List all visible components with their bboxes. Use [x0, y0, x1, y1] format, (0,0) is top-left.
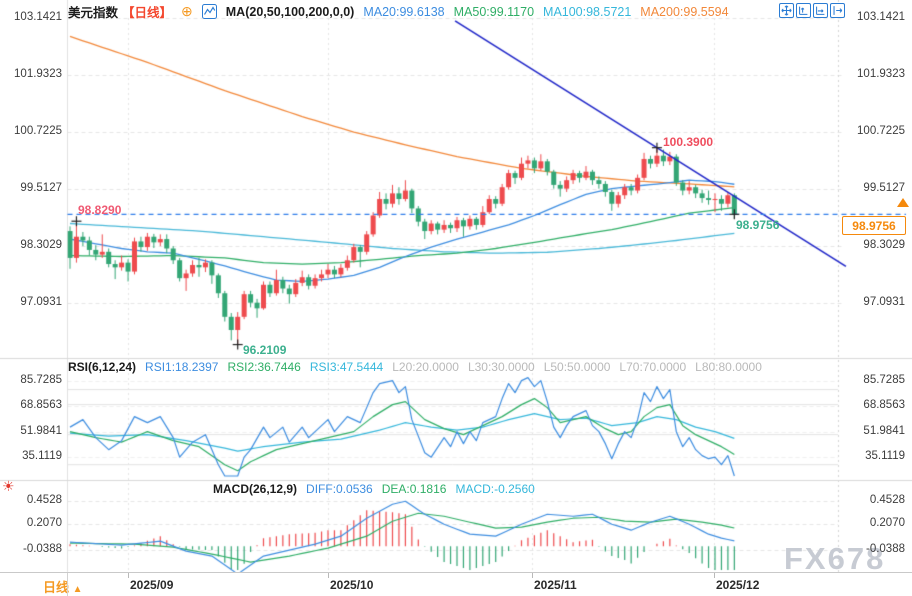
macd-value: DIFF:0.0536 [306, 482, 373, 496]
rsi-value: L80:80.0000 [695, 360, 762, 374]
axis-scale-up-icon[interactable] [796, 3, 811, 18]
month-tick [532, 573, 533, 578]
ma-value: MA20:99.6138 [363, 4, 445, 19]
month-tick [328, 573, 329, 578]
move-crosshair-icon[interactable] [779, 3, 794, 18]
ma-value: MA50:99.1170 [453, 4, 535, 19]
axis-price-label: 98.3029 [863, 239, 905, 251]
macd-value: MACD:-0.2560 [455, 482, 535, 496]
rsi-value: L70:70.0000 [619, 360, 687, 374]
add-indicator-icon[interactable]: ⊕ [181, 3, 193, 19]
chart-toolbar [779, 3, 845, 18]
macd-settings-label[interactable]: MACD(26,12,9) [213, 482, 298, 496]
axis-price-label: 97.0931 [863, 296, 905, 308]
current-price-box: 98.9756 [842, 216, 906, 235]
date-label: 2025/09 [130, 578, 174, 592]
rsi-value: RSI3:47.5444 [309, 360, 384, 374]
axis-price-label: -0.0388 [22, 543, 62, 555]
month-tick [714, 573, 715, 578]
exit-chart-icon[interactable] [830, 3, 845, 18]
bottom-bar-divider [67, 573, 68, 596]
month-tick [128, 573, 129, 578]
axis-price-label: 0.4528 [869, 494, 905, 506]
axis-price-label: 51.9841 [20, 425, 62, 437]
date-label: 2025/10 [330, 578, 374, 592]
axis-scale-right-icon[interactable] [813, 3, 828, 18]
date-label: 2025/12 [716, 578, 760, 592]
ma-values: MA20:99.6138 MA50:99.1170 MA100:98.5721 MA2… [363, 5, 728, 19]
axis-price-label: 35.1119 [865, 450, 905, 462]
period-selector-arrow-icon: ▲ [72, 584, 83, 595]
axis-price-label: 0.2070 [869, 517, 905, 529]
axis-price-label: 99.5127 [20, 182, 62, 194]
indicator-settings-sun-icon[interactable]: ☀ [2, 478, 15, 494]
rsi-value: RSI1:18.2397 [145, 360, 219, 374]
axis-price-label: 99.5127 [863, 182, 905, 194]
axis-price-label: 97.0931 [20, 296, 62, 308]
axis-price-label: 100.7225 [14, 125, 62, 137]
annotation-prev-high: 98.8290 [78, 203, 122, 217]
rsi-header: RSI(6,12,24) RSI1:18.2397 RSI2:36.7446 RSI… [68, 360, 762, 374]
period-tag[interactable]: 【日线】 [122, 6, 173, 20]
axis-price-label: 85.7285 [20, 374, 62, 386]
axis-price-label: 68.8563 [20, 399, 62, 411]
axis-price-label: 101.9323 [14, 68, 62, 80]
rsi-values: RSI1:18.2397 RSI2:36.7446 RSI3:47.5444 L20:… [145, 360, 762, 374]
rsi-settings-label[interactable]: RSI(6,12,24) [68, 360, 137, 374]
axis-price-label: 98.3029 [20, 239, 62, 251]
annotation-last-price: 98.9756 [736, 218, 780, 232]
axis-price-label: 0.4528 [26, 494, 62, 506]
macd-value: DEA:0.1816 [381, 482, 447, 496]
watermark: FX678 [784, 541, 886, 576]
macd-header: MACD(26,12,9) DIFF:0.0536 DEA:0.1816 MACD:… [213, 482, 535, 496]
axis-price-label: 0.2070 [26, 517, 62, 529]
ma-settings-label[interactable]: MA(20,50,100,200,0,0) [225, 4, 355, 19]
axis-price-label: 100.7225 [857, 125, 905, 137]
time-axis-bar: 日线 ▲ 2025/09 2025/10 2025/11 2025/12 [0, 572, 912, 596]
axis-price-label: 85.7285 [863, 374, 905, 386]
rsi-value: L30:30.0000 [467, 360, 535, 374]
rsi-value: RSI2:36.7446 [227, 360, 301, 374]
chart-header: 美元指数 【日线】 ⊕ MA(20,50,100,200,0,0) MA20:9… [68, 2, 729, 21]
ma-value: MA200:99.5594 [640, 4, 729, 19]
ma-value: MA100:98.5721 [543, 4, 632, 19]
axis-price-label: 35.1119 [22, 450, 62, 462]
chart-type-icon[interactable] [201, 4, 217, 19]
period-selector-label: 日线 [43, 580, 70, 595]
date-label: 2025/11 [534, 578, 577, 592]
axis-price-label: 103.1421 [14, 11, 62, 23]
rsi-value: L20:20.0000 [392, 360, 459, 374]
axis-price-label: 68.8563 [863, 399, 905, 411]
rsi-value: L50:50.0000 [543, 360, 611, 374]
axis-price-label: 101.9323 [857, 68, 905, 80]
axis-price-label: -0.0388 [865, 543, 905, 555]
price-up-arrow-icon [897, 198, 909, 207]
axis-price-label: 103.1421 [857, 11, 905, 23]
annotation-swing-high: 100.3900 [663, 135, 714, 149]
symbol-name: 美元指数 [68, 6, 119, 20]
macd-values: DIFF:0.0536 DEA:0.1816 MACD:-0.2560 [306, 482, 535, 496]
period-selector[interactable]: 日线 ▲ [43, 577, 83, 596]
axis-price-label: 51.9841 [863, 425, 905, 437]
annotation-swing-low: 96.2109 [243, 343, 287, 357]
